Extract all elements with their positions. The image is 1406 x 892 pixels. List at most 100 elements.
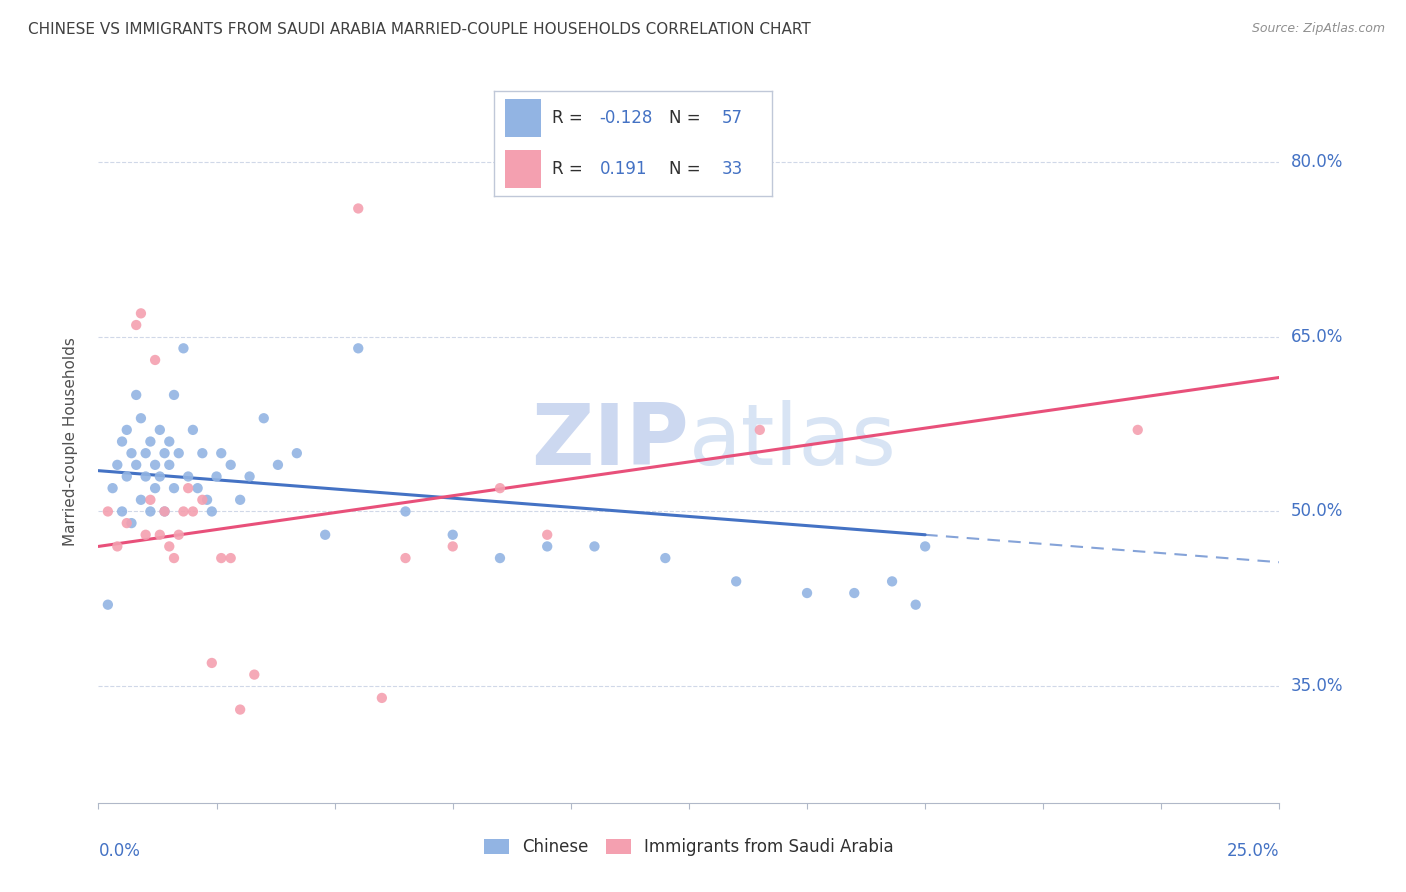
- Point: [441, 540, 464, 554]
- Point: [229, 702, 252, 716]
- Point: [748, 423, 770, 437]
- Point: [163, 388, 186, 402]
- Point: [163, 551, 186, 566]
- Text: 33: 33: [721, 160, 742, 178]
- Point: [253, 411, 276, 425]
- Text: 50.0%: 50.0%: [1291, 502, 1343, 520]
- Text: Source: ZipAtlas.com: Source: ZipAtlas.com: [1251, 22, 1385, 36]
- Point: [115, 469, 138, 483]
- Point: [267, 458, 290, 472]
- Point: [796, 586, 818, 600]
- Point: [115, 423, 138, 437]
- Point: [219, 551, 242, 566]
- Point: [121, 516, 143, 530]
- Text: 65.0%: 65.0%: [1291, 327, 1343, 346]
- Point: [143, 353, 166, 368]
- Text: 0.0%: 0.0%: [98, 842, 141, 860]
- Point: [209, 446, 232, 460]
- Point: [844, 586, 866, 600]
- Point: [177, 481, 200, 495]
- Point: [135, 469, 157, 483]
- Point: [239, 469, 262, 483]
- Y-axis label: Married-couple Households: Married-couple Households: [63, 337, 77, 546]
- Point: [149, 469, 172, 483]
- Point: [654, 551, 676, 566]
- Point: [153, 504, 176, 518]
- Point: [209, 551, 232, 566]
- Point: [195, 492, 218, 507]
- Point: [153, 504, 176, 518]
- Point: [157, 458, 180, 472]
- Point: [904, 598, 927, 612]
- Point: [201, 504, 224, 518]
- Point: [191, 492, 214, 507]
- Point: [181, 504, 204, 518]
- Point: [187, 481, 209, 495]
- Text: N =: N =: [669, 160, 706, 178]
- Point: [1126, 423, 1149, 437]
- Point: [441, 528, 464, 542]
- Point: [177, 469, 200, 483]
- Text: 25.0%: 25.0%: [1227, 842, 1279, 860]
- Point: [101, 481, 124, 495]
- Point: [219, 458, 242, 472]
- Point: [243, 667, 266, 681]
- Point: [135, 446, 157, 460]
- Point: [285, 446, 308, 460]
- Point: [880, 574, 903, 589]
- Point: [111, 434, 134, 449]
- Text: 0.191: 0.191: [599, 160, 647, 178]
- Point: [125, 388, 148, 402]
- Point: [394, 504, 416, 518]
- Point: [135, 528, 157, 542]
- Legend: Chinese, Immigrants from Saudi Arabia: Chinese, Immigrants from Saudi Arabia: [478, 831, 900, 863]
- Point: [489, 481, 512, 495]
- Point: [167, 446, 190, 460]
- Point: [111, 504, 134, 518]
- Point: [157, 540, 180, 554]
- Point: [129, 306, 152, 320]
- Point: [153, 446, 176, 460]
- Point: [583, 540, 606, 554]
- Point: [191, 446, 214, 460]
- Point: [962, 854, 984, 868]
- Point: [105, 458, 128, 472]
- Point: [914, 889, 936, 892]
- Point: [489, 551, 512, 566]
- Point: [97, 598, 120, 612]
- Point: [105, 540, 128, 554]
- Point: [143, 458, 166, 472]
- Text: N =: N =: [669, 110, 706, 128]
- Point: [125, 458, 148, 472]
- Text: atlas: atlas: [689, 400, 897, 483]
- Point: [167, 528, 190, 542]
- Point: [149, 423, 172, 437]
- Point: [129, 492, 152, 507]
- Point: [371, 690, 394, 705]
- Point: [347, 341, 370, 355]
- Point: [139, 492, 162, 507]
- Text: 80.0%: 80.0%: [1291, 153, 1343, 171]
- Point: [229, 492, 252, 507]
- Point: [314, 528, 336, 542]
- Point: [205, 469, 228, 483]
- Text: 35.0%: 35.0%: [1291, 677, 1343, 695]
- Point: [536, 540, 558, 554]
- Point: [129, 411, 152, 425]
- Point: [172, 341, 194, 355]
- Text: 57: 57: [721, 110, 742, 128]
- Point: [394, 551, 416, 566]
- Text: R =: R =: [553, 110, 588, 128]
- Text: R =: R =: [553, 160, 588, 178]
- Point: [115, 516, 138, 530]
- Point: [157, 434, 180, 449]
- Point: [143, 481, 166, 495]
- Bar: [505, 100, 541, 137]
- Point: [347, 202, 370, 216]
- Point: [125, 318, 148, 332]
- Point: [914, 540, 936, 554]
- Point: [149, 528, 172, 542]
- Point: [725, 574, 748, 589]
- Point: [97, 504, 120, 518]
- Point: [121, 446, 143, 460]
